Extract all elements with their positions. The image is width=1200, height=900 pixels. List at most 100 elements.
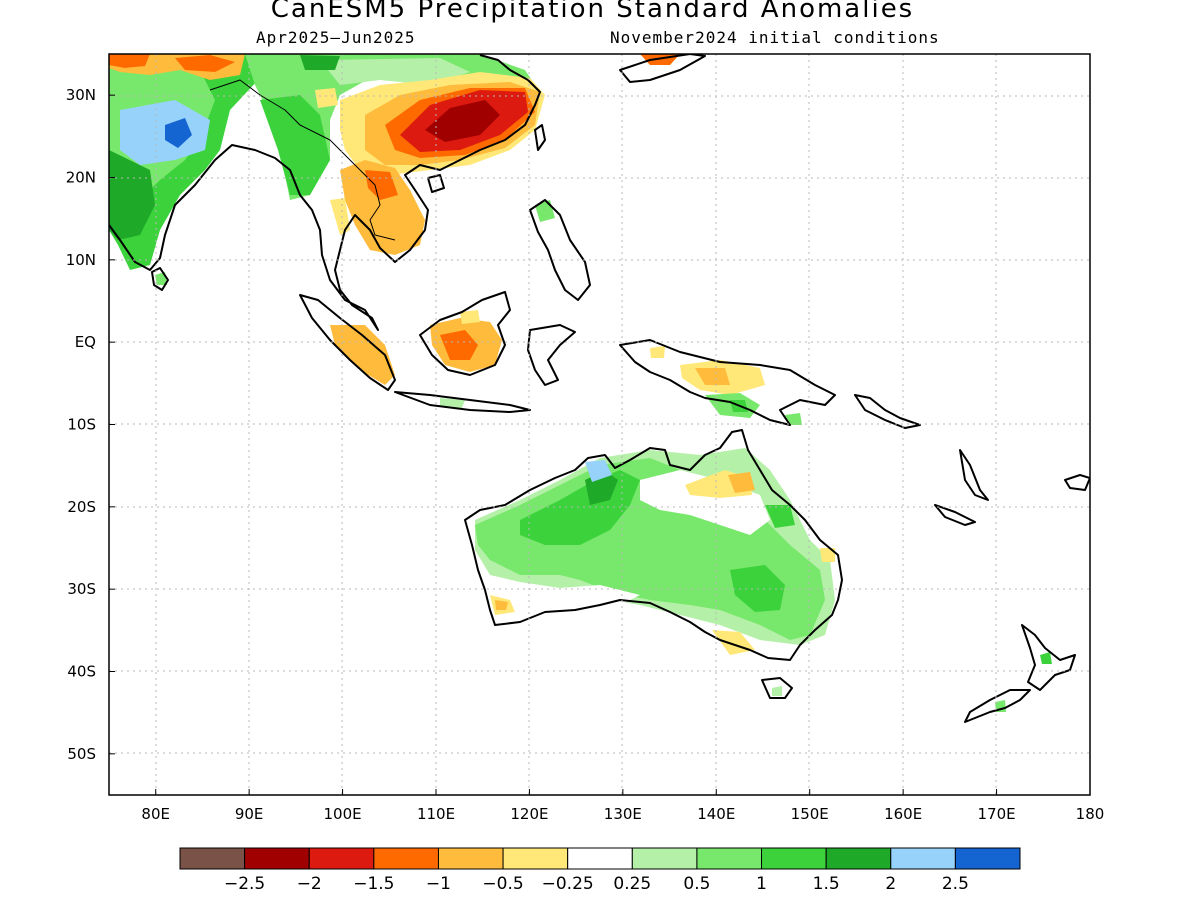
lat-tick-label: 20S (67, 498, 96, 516)
lon-tick-label: 90E (235, 805, 264, 823)
anomaly-sumatra-dry (330, 325, 395, 385)
anomaly-china-strong (260, 95, 330, 195)
colorbar-label: 1.5 (813, 874, 840, 894)
lat-tick-label: 20N (66, 169, 96, 187)
forecast-period: Apr2025—Jun2025 (256, 28, 416, 47)
anomaly-india-darkblue (165, 118, 192, 148)
coastline-thailand-border (359, 169, 396, 241)
coastline-indo-china-border (209, 79, 361, 171)
lon-tick-label: 130E (604, 805, 642, 823)
coastlines (109, 54, 1090, 723)
colorbar-label: 2.5 (942, 874, 969, 894)
anomaly-indochina-dry (340, 160, 425, 255)
anomaly-australia-e-strong (765, 505, 795, 528)
coastline-newguinea (619, 339, 836, 426)
colorbar-label: 0.25 (613, 874, 651, 894)
anomaly-china-lightgreen-patch (300, 55, 340, 70)
colorbar-label: −2 (297, 874, 322, 894)
anomaly-png-east-green (785, 413, 802, 425)
anomaly-borneo-dry-patch (460, 310, 480, 324)
graticule (109, 54, 1090, 795)
anomaly-tibet-red (109, 54, 150, 68)
colorbar-label: −0.25 (542, 874, 594, 894)
anomaly-sulawesi-yellow (650, 346, 665, 358)
anomaly-australia-ne-dry (820, 548, 835, 562)
lat-tick-label: 50S (67, 745, 96, 763)
anomaly-newzealand-green (1040, 652, 1052, 664)
longitude-ticks: 80E 90E 100E 110E 120E 130E 140E 150E 160E 170E 18… (141, 789, 1104, 823)
anomaly-indochina-yellow (330, 198, 350, 235)
coastline-newzealand-south (964, 689, 1031, 723)
anomaly-java-green (440, 398, 465, 408)
coastline-vanuatu (959, 449, 989, 501)
coastline-taiwan (534, 124, 546, 151)
anomaly-tibet-red2 (175, 55, 235, 72)
colorbar-swatch (631, 847, 698, 870)
colorbar-label: 0.5 (683, 874, 710, 894)
initial-conditions: November2024 initial conditions (610, 28, 940, 47)
coastline-newcaledonia (934, 504, 976, 526)
colorbar-label: −1 (426, 874, 451, 894)
colorbar-swatch (373, 847, 439, 870)
coastline-fiji (1064, 474, 1090, 491)
anomaly-australia-interior-white (640, 470, 770, 535)
coastline-borneo (419, 291, 511, 376)
anomaly-india-green-strong (109, 150, 155, 240)
colorbar-label: −2.5 (224, 874, 265, 894)
anomaly-australia-south-white (490, 575, 640, 612)
coastline-asia (109, 54, 541, 331)
coastline-philippines (529, 199, 591, 301)
colorbar-swatch (890, 847, 956, 870)
lon-tick-label: 100E (324, 805, 362, 823)
anomaly-newguinea-orange (695, 368, 730, 385)
lon-tick-label: 170E (978, 805, 1016, 823)
lat-tick-label: 10S (67, 416, 96, 434)
colorbar-swatch (696, 847, 763, 870)
anomaly-china-light (320, 58, 470, 85)
coastline-newzealand-north (1021, 624, 1076, 691)
coastline-sulawesi (527, 324, 576, 386)
lon-tick-label: 110E (417, 805, 455, 823)
lon-tick-label: 120E (510, 805, 548, 823)
lon-tick-label: 160E (884, 805, 922, 823)
colorbar-label: −0.5 (482, 874, 523, 894)
coastline-japan (619, 54, 706, 83)
coastline-australia (464, 429, 843, 661)
colorbar-swatch (567, 847, 633, 870)
coastline-tasmania (761, 677, 793, 699)
colorbar-swatch (502, 847, 569, 870)
lon-tick-label: 150E (791, 805, 829, 823)
anomaly-australia-blue (585, 460, 612, 482)
anomaly-borneo-dry-orange (440, 330, 478, 360)
anomaly-southasia-dry-yellow (315, 88, 338, 108)
coastline-sumatra (299, 294, 396, 391)
lat-tick-label: 30S (67, 580, 96, 598)
colorbar-swatch (244, 847, 310, 870)
lat-tick-label: 10N (66, 251, 96, 269)
map-title: CanESM5 Precipitation Standard Anomalies (270, 0, 915, 24)
colorbar-swatch (954, 847, 1021, 870)
latitude-ticks: 30N 20N 10N EQ 10S 20S 30S 40S 50S (66, 86, 115, 763)
colorbar-label: 2 (885, 874, 896, 894)
lon-tick-label: 80E (141, 805, 170, 823)
coastline-java (394, 391, 531, 413)
anomaly-tasmania-green (772, 686, 782, 696)
colorbar-swatch (308, 847, 375, 870)
coastline-solomon (854, 394, 921, 429)
coastline-srilanka (151, 267, 169, 291)
lat-tick-label: 40S (67, 663, 96, 681)
lat-tick-label: EQ (75, 333, 96, 351)
anomaly-china-dry-darkred (425, 100, 500, 142)
lat-tick-label: 30N (66, 86, 96, 104)
colorbar-swatch (825, 847, 892, 870)
colorbar-swatch (761, 847, 827, 870)
colorbar-swatch (437, 847, 504, 870)
colorbar-swatch (179, 847, 246, 870)
anomaly-australia-sw-orange (495, 600, 508, 610)
colorbar-label: 1 (756, 874, 767, 894)
lon-tick-label: 140E (697, 805, 735, 823)
anomaly-australia-dry-orange (728, 472, 755, 493)
colorbar-label: −1.5 (353, 874, 394, 894)
